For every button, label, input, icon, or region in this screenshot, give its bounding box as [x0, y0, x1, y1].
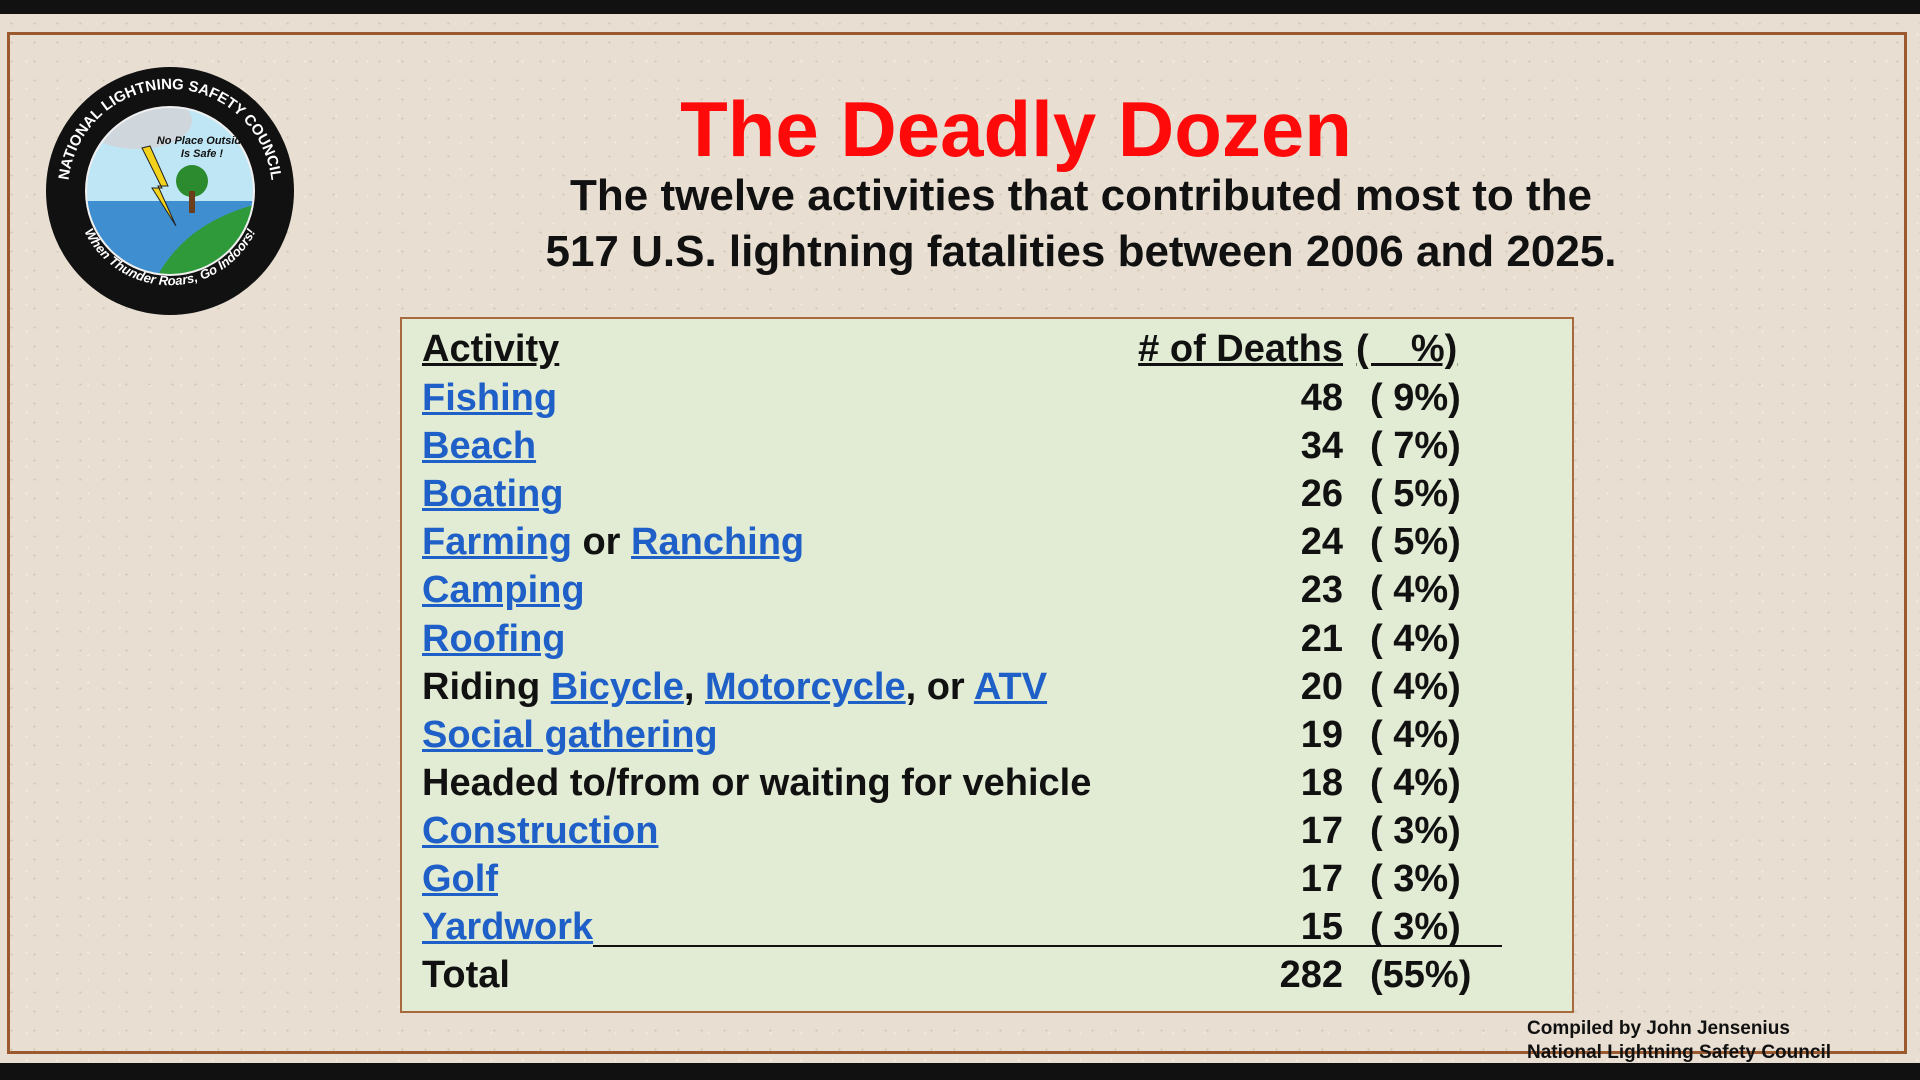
activity: Beach [422, 423, 536, 469]
activity: Yardwork [422, 904, 593, 950]
activity-text: Riding [422, 665, 551, 708]
activity: Boating [422, 471, 563, 517]
deaths: 15 [1300, 906, 1343, 949]
credit-line: Compiled by John Jensenius [1527, 1018, 1790, 1039]
logo-motto: Is Safe ! [181, 148, 224, 160]
percent: ( 4%) [1370, 761, 1461, 804]
logo-motto: No Place Outside [157, 135, 247, 147]
percent: ( 5%) [1370, 473, 1461, 516]
deaths: 34 [1300, 425, 1343, 468]
activity-text: , or [905, 665, 974, 708]
activity-link[interactable]: Farming [422, 521, 572, 564]
percent: ( 4%) [1370, 665, 1461, 708]
activity-text: , [683, 665, 705, 708]
activity: Construction [422, 808, 658, 854]
deaths: 23 [1300, 569, 1343, 612]
percent: ( 3%) [1370, 906, 1461, 949]
activity-link[interactable]: Bicycle [550, 665, 684, 708]
percent: ( 7%) [1370, 425, 1461, 468]
activity: Riding Bicycle, Motorcycle, or ATV [422, 664, 1047, 710]
deaths: 21 [1300, 617, 1343, 660]
percent: ( 3%) [1370, 809, 1461, 852]
percent: ( 5%) [1370, 521, 1461, 564]
activity: Golf [422, 856, 498, 902]
activity-link[interactable]: Golf [422, 858, 498, 900]
activity-text: or [571, 521, 632, 564]
activity: Camping [422, 567, 585, 613]
percent: ( 4%) [1370, 713, 1461, 756]
activity-link[interactable]: Fishing [422, 377, 558, 419]
credit: Compiled by John Jensenius National Ligh… [1527, 1017, 1831, 1065]
deaths: 18 [1300, 761, 1343, 804]
activity-link[interactable]: Motorcycle [704, 665, 906, 708]
percent: ( 3%) [1370, 858, 1461, 900]
percent: ( 9%) [1370, 377, 1461, 419]
activity: Farming or Ranching [422, 519, 804, 565]
header-row: Activity # of Deaths ( %) [422, 326, 1457, 372]
activity-link[interactable]: Yardwork [422, 906, 594, 949]
activity-text: Headed to/from or waiting for vehicle [422, 761, 1092, 804]
table: Activity # of Deaths ( %) Fishing 48 ( 9%)… [400, 317, 1574, 1013]
activity-link[interactable]: Roofing [422, 617, 566, 660]
deaths: 17 [1300, 809, 1343, 852]
activity: Headed to/from or waiting for vehicle [422, 760, 1091, 806]
total-label: Total [422, 954, 510, 997]
activity-link[interactable]: Ranching [631, 521, 805, 564]
activity-link[interactable]: Camping [422, 569, 585, 612]
title: The Deadly Dozen [680, 85, 1352, 173]
activity: Roofing [422, 616, 566, 662]
activity-link[interactable]: Boating [422, 473, 564, 516]
percent: ( 4%) [1370, 617, 1461, 660]
total-deaths: 282 [1279, 954, 1343, 997]
logo: NATIONAL LIGHTNING SAFETY COUNCIL When T… [46, 67, 294, 315]
column-header: ( %) [1356, 328, 1458, 370]
activity: Social gathering [422, 712, 718, 758]
percent: ( 4%) [1370, 569, 1461, 612]
activity: Fishing [422, 375, 557, 421]
subtitle: 517 U.S. lightning fatalities between 20… [545, 227, 1617, 276]
deaths: 20 [1300, 665, 1343, 708]
activity-link[interactable]: ATV [973, 665, 1048, 708]
activity-link[interactable]: Construction [422, 809, 659, 852]
activity-link[interactable]: Social gathering [422, 713, 718, 756]
credit-line: National Lightning Safety Council [1527, 1042, 1831, 1063]
activity-link[interactable]: Beach [422, 425, 537, 468]
underline [593, 945, 1502, 948]
column-header: # of Deaths [1138, 328, 1343, 370]
total-percent: (55%) [1370, 954, 1472, 997]
slide: NATIONAL LIGHTNING SAFETY COUNCIL When T… [0, 14, 1920, 1063]
deaths: 17 [1300, 858, 1343, 900]
deaths: 24 [1300, 521, 1343, 564]
subtitle: The twelve activities that contributed m… [570, 171, 1592, 220]
frame [7, 32, 1907, 1054]
deaths: 48 [1300, 377, 1343, 419]
column-header: Activity [422, 328, 560, 370]
deaths: 19 [1300, 713, 1343, 756]
deaths: 26 [1300, 473, 1343, 516]
